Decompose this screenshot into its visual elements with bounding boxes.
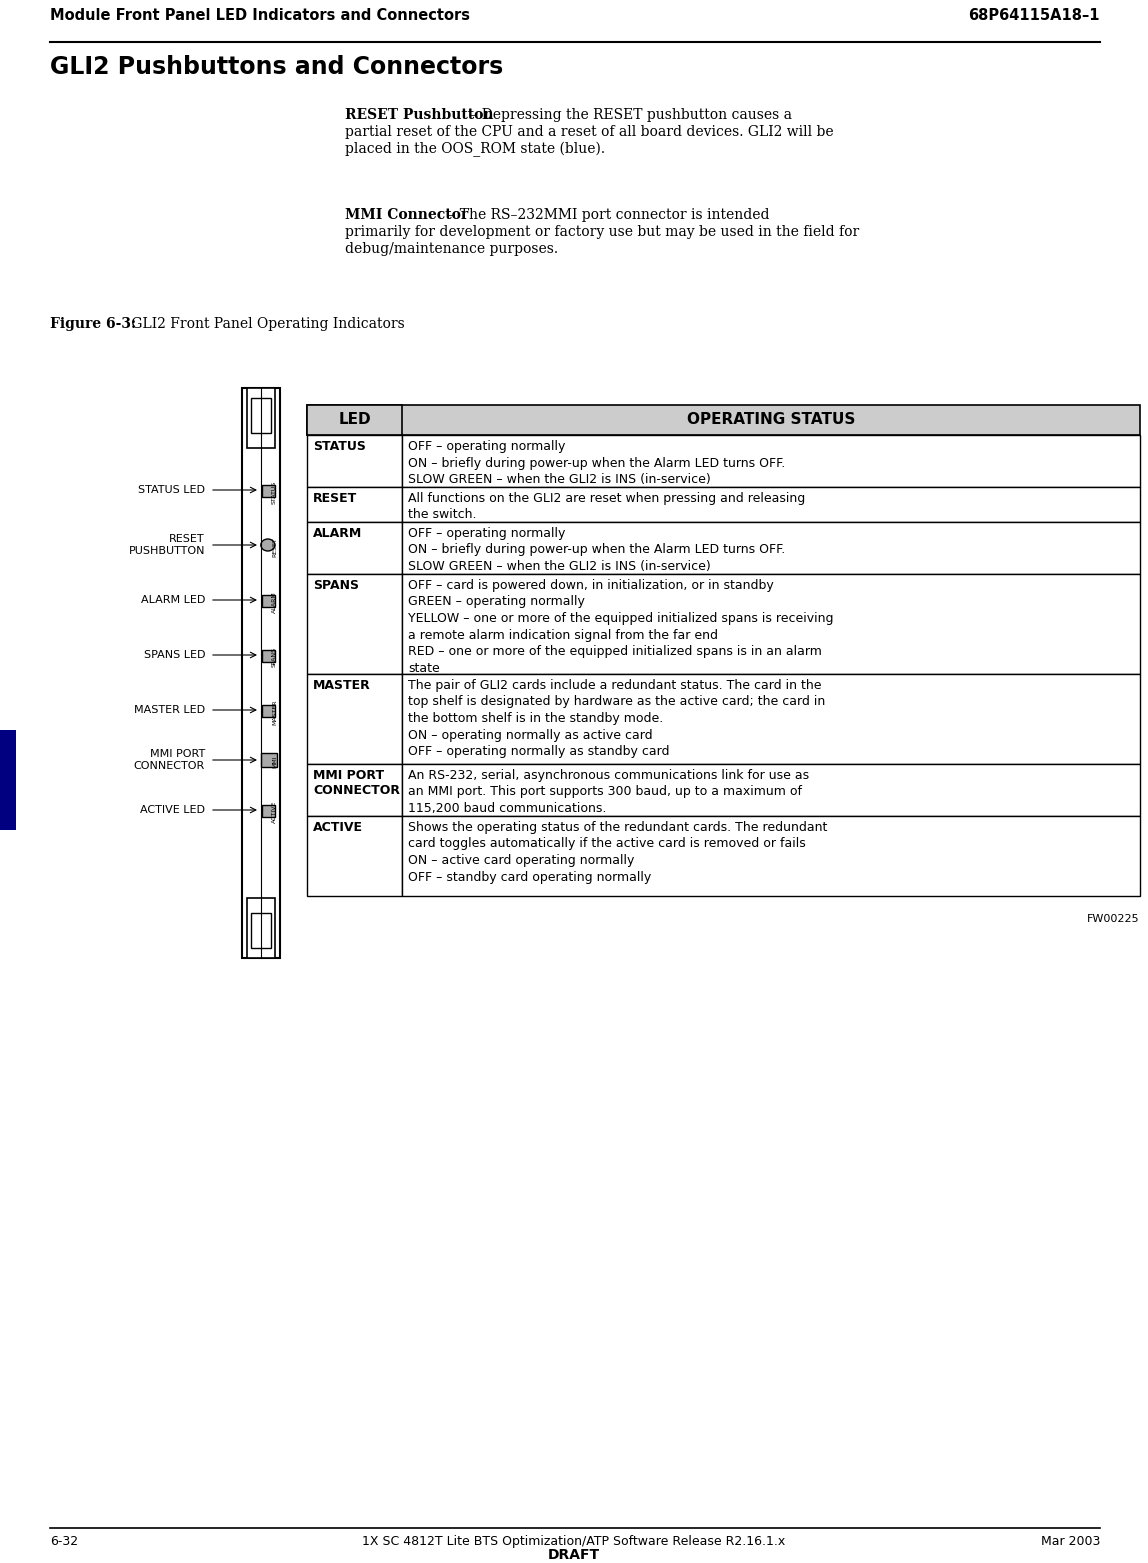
Bar [262, 596, 274, 606]
Text: FW00225: FW00225 [1087, 914, 1140, 924]
Text: OPERATING STATUS: OPERATING STATUS [687, 413, 855, 428]
Text: – The RS–232MMI port connector is intended: – The RS–232MMI port connector is intend… [444, 208, 769, 222]
Bar [307, 435, 402, 488]
Text: MASTER LED: MASTER LED [134, 705, 205, 714]
Text: 1X SC 4812T Lite BTS Optimization/ATP Software Release R2.16.1.x: 1X SC 4812T Lite BTS Optimization/ATP So… [363, 1535, 785, 1547]
Text: RESET: RESET [313, 492, 357, 505]
Bar [247, 899, 276, 958]
Bar [261, 753, 277, 767]
Bar [307, 488, 402, 522]
Text: primarily for development or factory use but may be used in the field for: primarily for development or factory use… [346, 225, 859, 239]
Bar [402, 488, 1140, 522]
Text: STATUS LED: STATUS LED [138, 485, 205, 495]
Text: MMI Connector: MMI Connector [346, 208, 468, 222]
Text: RESET Pushbutton: RESET Pushbutton [346, 108, 494, 122]
Text: An RS-232, serial, asynchronous communications link for use as
an MMI port. This: An RS-232, serial, asynchronous communic… [408, 769, 809, 814]
Text: ACTIVE: ACTIVE [272, 800, 277, 824]
Text: GLI2 Pushbuttons and Connectors: GLI2 Pushbuttons and Connectors [51, 55, 503, 80]
Bar [402, 522, 1140, 574]
Text: placed in the OOS_ROM state (blue).: placed in the OOS_ROM state (blue). [346, 142, 605, 158]
Bar [402, 674, 1140, 764]
Bar [262, 805, 274, 817]
Text: ALARM LED: ALARM LED [140, 596, 205, 605]
Bar [247, 388, 276, 449]
Text: GLI2 Front Panel Operating Indicators: GLI2 Front Panel Operating Indicators [127, 317, 405, 331]
Text: ACTIVE LED: ACTIVE LED [140, 805, 205, 814]
Bar [307, 574, 402, 674]
Text: MASTER: MASTER [313, 678, 371, 692]
Text: partial reset of the CPU and a reset of all board devices. GLI2 will be: partial reset of the CPU and a reset of … [346, 125, 833, 139]
Text: OFF – operating normally
ON – briefly during power-up when the Alarm LED turns O: OFF – operating normally ON – briefly du… [408, 441, 785, 486]
Bar [307, 816, 402, 896]
Text: All functions on the GLI2 are reset when pressing and releasing
the switch.: All functions on the GLI2 are reset when… [408, 492, 805, 522]
Text: DRAFT: DRAFT [548, 1547, 600, 1561]
Text: OFF – card is powered down, in initialization, or in standby
GREEN – operating n: OFF – card is powered down, in initializ… [408, 578, 833, 675]
Bar [0, 730, 16, 830]
Text: MMI PORT
CONNECTOR: MMI PORT CONNECTOR [313, 769, 400, 797]
Text: 6-32: 6-32 [51, 1535, 78, 1547]
Bar [402, 574, 1140, 674]
Text: Figure 6-3:: Figure 6-3: [51, 317, 137, 331]
Bar [262, 650, 274, 663]
Text: OFF – operating normally
ON – briefly during power-up when the Alarm LED turns O: OFF – operating normally ON – briefly du… [408, 527, 785, 574]
Text: – Depressing the RESET pushbutton causes a: – Depressing the RESET pushbutton causes… [466, 108, 792, 122]
Text: ACTIVE: ACTIVE [313, 821, 363, 835]
Text: ALARM: ALARM [272, 591, 277, 613]
Text: SPANS: SPANS [272, 647, 277, 667]
Text: Module Front Panel LED Indicators and Connectors: Module Front Panel LED Indicators and Co… [51, 8, 470, 23]
Bar [402, 764, 1140, 816]
Bar [251, 399, 271, 433]
Bar [242, 388, 280, 958]
Bar [307, 674, 402, 764]
Text: ALARM: ALARM [313, 527, 363, 539]
Text: MMI PORT
CONNECTOR: MMI PORT CONNECTOR [134, 749, 205, 771]
Text: MASTER: MASTER [272, 699, 277, 725]
Text: SPANS LED: SPANS LED [144, 650, 205, 660]
Bar [307, 522, 402, 574]
Bar [402, 816, 1140, 896]
Bar [402, 435, 1140, 488]
Bar [262, 485, 274, 497]
Text: The pair of GLI2 cards include a redundant status. The card in the
top shelf is : The pair of GLI2 cards include a redunda… [408, 678, 825, 758]
Bar [307, 405, 402, 435]
Text: MMI: MMI [272, 755, 277, 769]
Text: RESET
PUSHBUTTON: RESET PUSHBUTTON [129, 535, 205, 556]
Text: 68P64115A18–1: 68P64115A18–1 [969, 8, 1100, 23]
Ellipse shape [261, 539, 274, 552]
Text: STATUS: STATUS [313, 441, 366, 453]
Bar [262, 705, 274, 717]
Text: RESET: RESET [272, 538, 277, 556]
Text: SPANS: SPANS [313, 578, 359, 592]
Bar [307, 405, 1140, 435]
Text: debug/maintenance purposes.: debug/maintenance purposes. [346, 242, 558, 256]
Bar [251, 913, 271, 949]
Bar [307, 764, 402, 816]
Text: STATUS: STATUS [272, 480, 277, 503]
Text: Mar 2003: Mar 2003 [1040, 1535, 1100, 1547]
Text: LED: LED [339, 413, 371, 428]
Text: Shows the operating status of the redundant cards. The redundant
card toggles au: Shows the operating status of the redund… [408, 821, 828, 883]
